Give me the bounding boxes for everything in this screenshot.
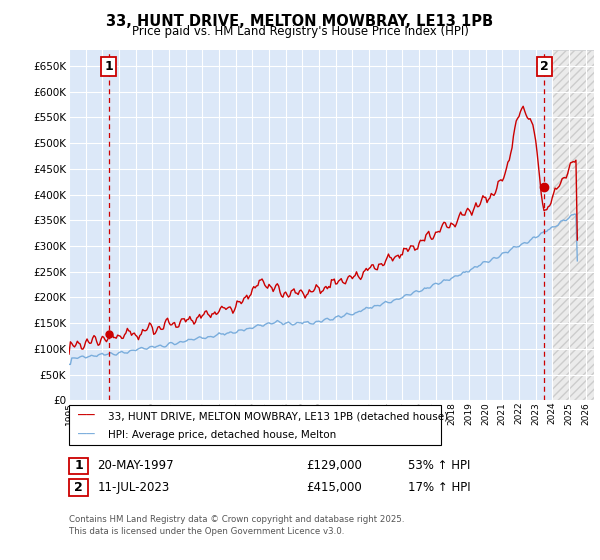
Text: Price paid vs. HM Land Registry's House Price Index (HPI): Price paid vs. HM Land Registry's House … xyxy=(131,25,469,38)
Text: 53% ↑ HPI: 53% ↑ HPI xyxy=(408,459,470,473)
Text: This data is licensed under the Open Government Licence v3.0.: This data is licensed under the Open Gov… xyxy=(69,528,344,536)
Text: 33, HUNT DRIVE, MELTON MOWBRAY, LE13 1PB: 33, HUNT DRIVE, MELTON MOWBRAY, LE13 1PB xyxy=(106,14,494,29)
Text: 2: 2 xyxy=(74,480,83,494)
Text: £415,000: £415,000 xyxy=(306,480,362,494)
Text: ——: —— xyxy=(78,409,95,423)
Text: 1: 1 xyxy=(104,60,113,73)
Bar xyxy=(553,50,594,400)
Text: £129,000: £129,000 xyxy=(306,459,362,473)
Text: 33, HUNT DRIVE, MELTON MOWBRAY, LE13 1PB (detached house): 33, HUNT DRIVE, MELTON MOWBRAY, LE13 1PB… xyxy=(108,411,448,421)
Text: HPI: Average price, detached house, Melton: HPI: Average price, detached house, Melt… xyxy=(108,430,336,440)
Text: Contains HM Land Registry data © Crown copyright and database right 2025.: Contains HM Land Registry data © Crown c… xyxy=(69,515,404,524)
Text: 17% ↑ HPI: 17% ↑ HPI xyxy=(408,480,470,494)
Text: 20-MAY-1997: 20-MAY-1997 xyxy=(97,459,174,473)
Text: 11-JUL-2023: 11-JUL-2023 xyxy=(97,480,169,494)
Text: ——: —— xyxy=(78,428,95,442)
Text: 1: 1 xyxy=(74,459,83,473)
Text: 2: 2 xyxy=(540,60,549,73)
